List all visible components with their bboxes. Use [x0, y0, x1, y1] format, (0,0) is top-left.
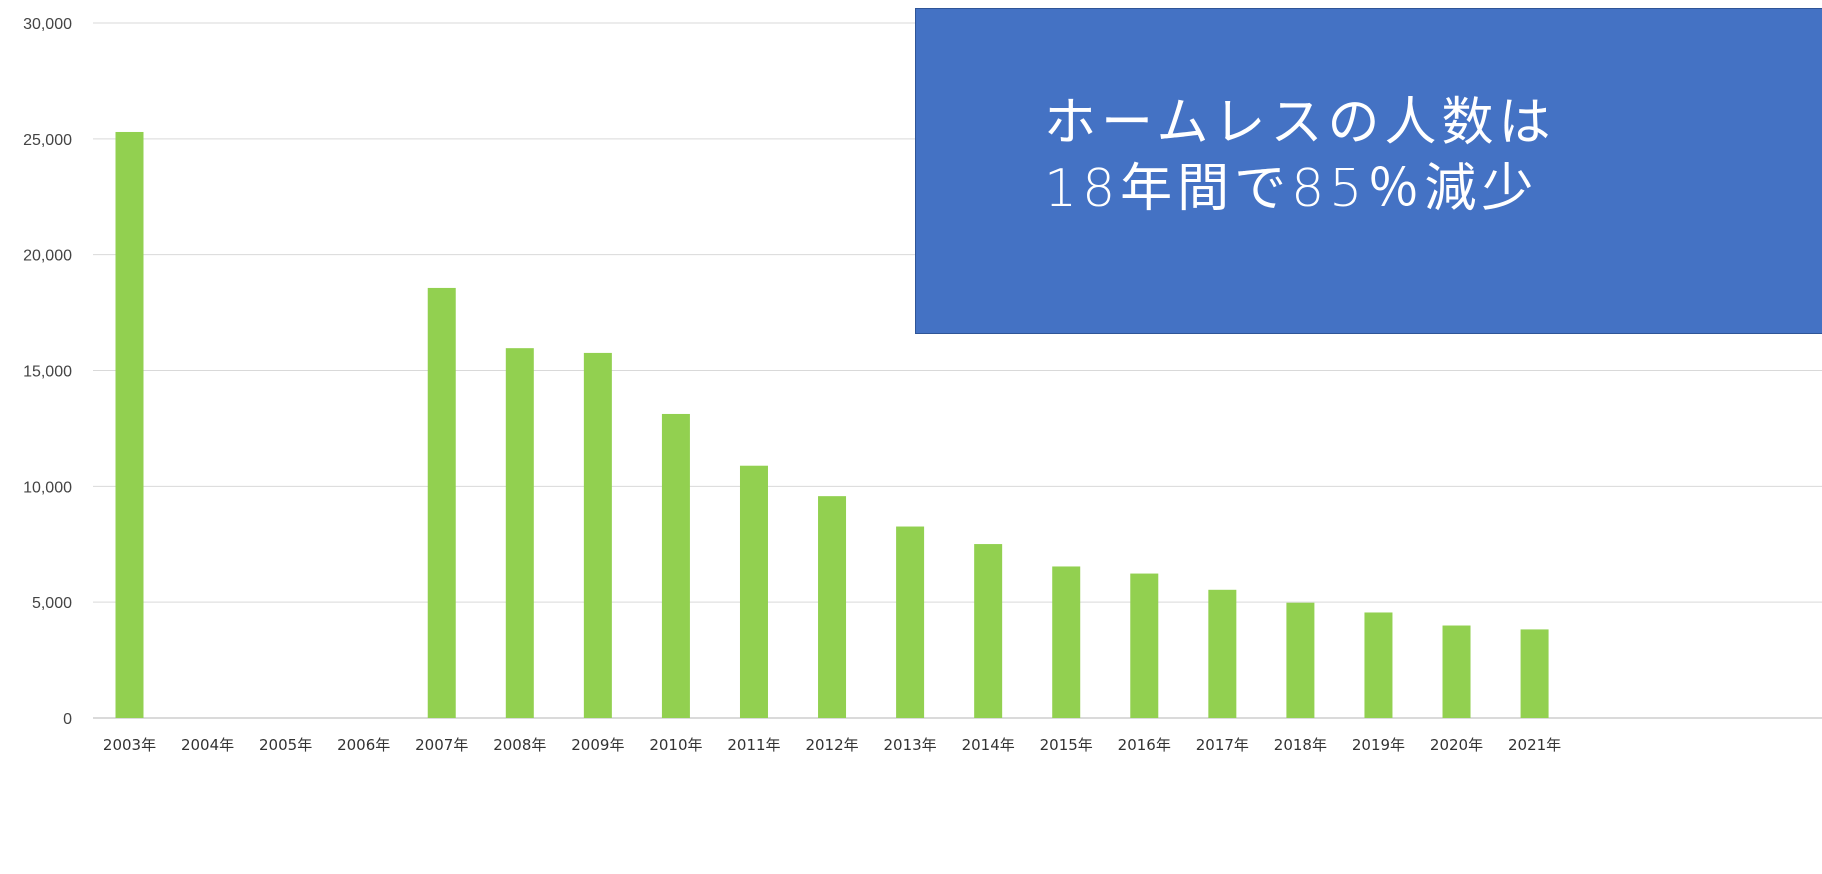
- bar: [1520, 629, 1549, 718]
- bar: [661, 413, 690, 718]
- x-tick-label: 2009年: [571, 736, 624, 754]
- bar: [1052, 566, 1081, 718]
- bars: [115, 131, 1549, 718]
- bar: [1442, 625, 1471, 718]
- bar: [115, 131, 144, 718]
- bar: [583, 352, 612, 718]
- x-tick-label: 2020年: [1430, 736, 1483, 754]
- y-tick-label: 25,000: [23, 132, 72, 149]
- bar: [427, 287, 456, 718]
- annotation-line-1: ホームレスの人数は: [1044, 93, 1556, 153]
- x-tick-label: 2008年: [493, 736, 546, 754]
- x-axis-ticks: 2003年 2004年 2005年 2006年 2007年 2008年 2009年 2010年…: [103, 736, 1561, 754]
- x-tick-label: 2014年: [962, 736, 1015, 754]
- x-tick-label: 2007年: [415, 736, 468, 754]
- x-tick-label: 2011年: [727, 736, 780, 754]
- bar: [1208, 589, 1237, 718]
- x-tick-label: 2006年: [337, 736, 390, 754]
- annotation-line-2: 18年間で85％減少: [1044, 159, 1539, 219]
- annotation-box: ホームレスの人数は 18年間で85％減少: [915, 8, 1822, 334]
- x-tick-label: 2016年: [1118, 736, 1171, 754]
- bar: [896, 526, 925, 718]
- bar: [1130, 573, 1159, 718]
- bar: [974, 544, 1003, 718]
- x-tick-label: 2018年: [1274, 736, 1327, 754]
- bar: [818, 496, 847, 718]
- bar: [1286, 602, 1315, 718]
- y-tick-label: 30,000: [23, 16, 72, 33]
- bar: [505, 348, 534, 718]
- x-tick-label: 2015年: [1040, 736, 1093, 754]
- x-tick-label: 2003年: [103, 736, 156, 754]
- x-tick-label: 2017年: [1196, 736, 1249, 754]
- y-tick-label: 20,000: [23, 248, 72, 265]
- bar: [739, 465, 768, 718]
- y-tick-label: 10,000: [23, 479, 72, 496]
- bar: [1364, 612, 1393, 718]
- x-tick-label: 2013年: [884, 736, 937, 754]
- y-tick-label: 15,000: [23, 364, 72, 381]
- x-tick-label: 2012年: [805, 736, 858, 754]
- y-axis-ticks: 0 5,000 10,000 15,000 20,000 25,000 30,000: [23, 16, 72, 728]
- x-tick-label: 2021年: [1508, 736, 1561, 754]
- x-tick-label: 2010年: [649, 736, 702, 754]
- y-tick-label: 0: [63, 711, 72, 728]
- y-tick-label: 5,000: [32, 595, 72, 612]
- x-tick-label: 2005年: [259, 736, 312, 754]
- x-tick-label: 2019年: [1352, 736, 1405, 754]
- x-tick-label: 2004年: [181, 736, 234, 754]
